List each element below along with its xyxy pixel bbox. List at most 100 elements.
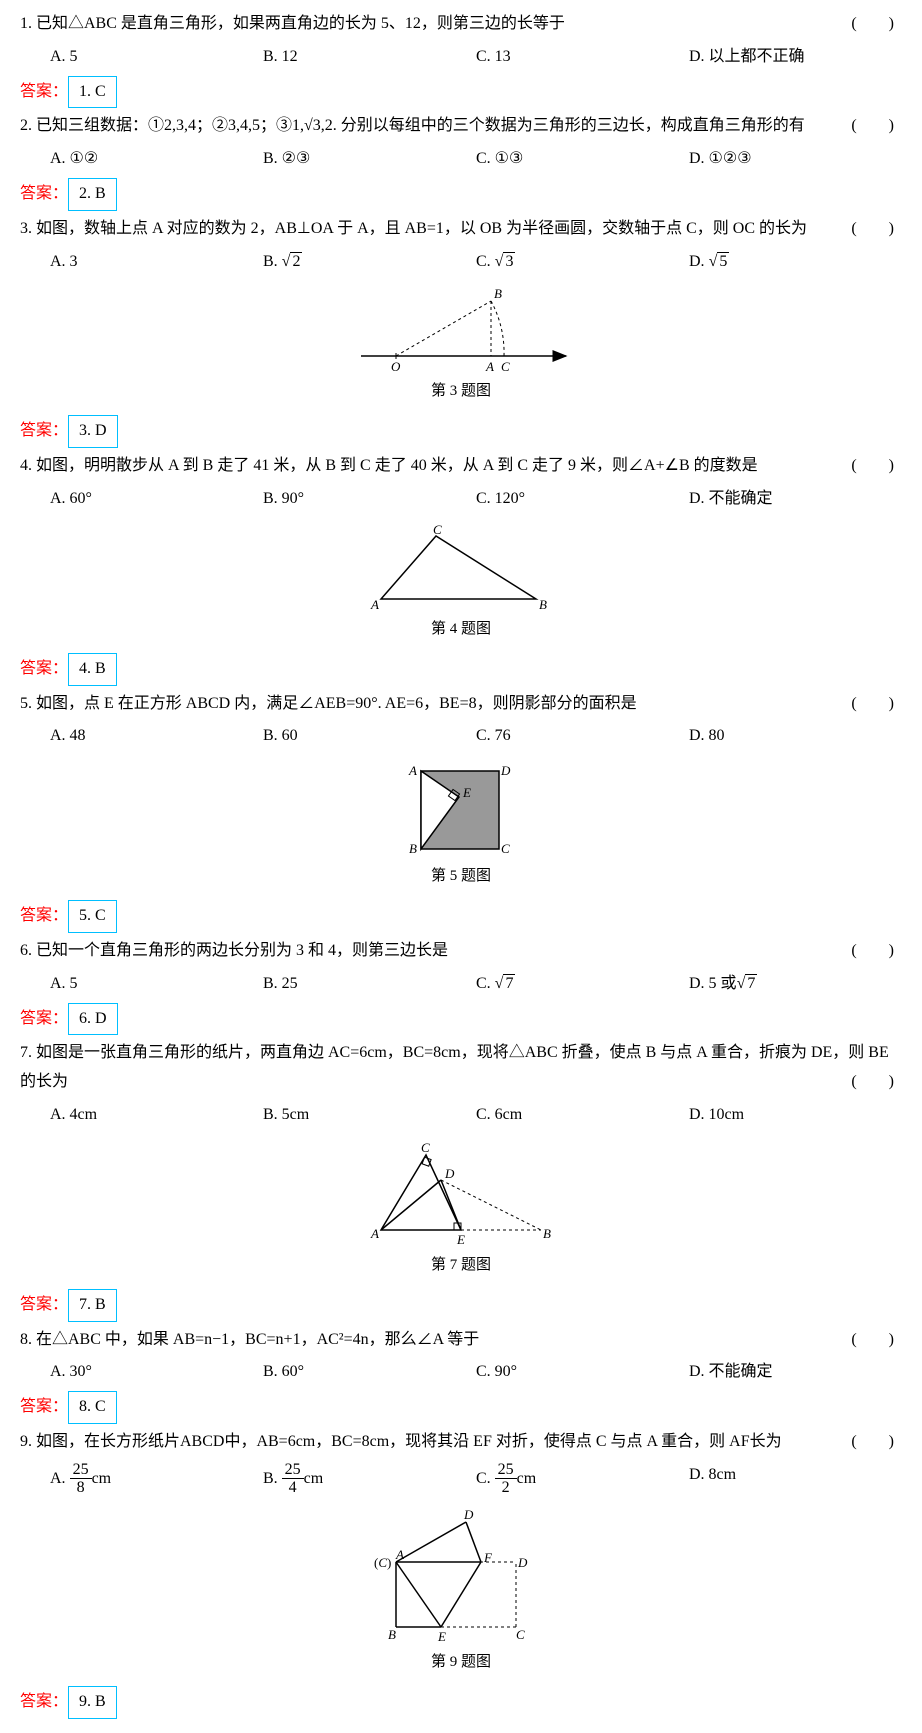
option-d: D. ①②③ [689, 145, 902, 174]
option-a: A. 48 [50, 722, 263, 751]
option-a: A. 3 [50, 248, 263, 277]
option-d: D. 不能确定 [689, 1358, 902, 1387]
answer-label: 答案： [20, 185, 68, 202]
question-text: 8. 在△ABC 中，如果 AB=n−1，BC=n+1，AC²=4n，那么∠A … [20, 1326, 902, 1355]
option-b: B. 12 [263, 43, 476, 72]
figure-caption: 第 7 题图 [20, 1252, 902, 1279]
svg-text:D: D [463, 1507, 474, 1522]
question-1: 1. 已知△ABC 是直角三角形，如果两直角边的长为 5、12，则第三边的长等于… [20, 10, 902, 72]
figure-3: O A C B 第 3 题图 [20, 286, 902, 405]
question-text: 9. 如图，在长方形纸片ABCD中，AB=6cm，BC=8cm，现将其沿 EF … [20, 1428, 902, 1457]
answer-blank: ( ) [851, 1068, 902, 1097]
options-row: A. 48 B. 60 C. 76 D. 80 [50, 722, 902, 751]
option-b: B. 90° [263, 485, 476, 514]
options-row: A. 30° B. 60° C. 90° D. 不能确定 [50, 1358, 902, 1387]
answer-label: 答案： [20, 83, 68, 100]
q2-body: 已知三组数据：①2,3,4；②3,4,5；③1,√3,2. 分别以每组中的三个数… [36, 117, 805, 134]
svg-text:B: B [494, 286, 502, 301]
answer-label: 答案： [20, 660, 68, 677]
svg-text:D: D [500, 763, 511, 778]
question-text: 7. 如图是一张直角三角形的纸片，两直角边 AC=6cm，BC=8cm，现将△A… [20, 1039, 902, 1097]
answer-label: 答案： [20, 1296, 68, 1313]
svg-text:B: B [409, 841, 417, 856]
question-5: 5. 如图，点 E 在正方形 ABCD 内，满足∠AEB=90°. AE=6，B… [20, 690, 902, 891]
option-a: A. 5 [50, 970, 263, 999]
svg-text:A: A [395, 1547, 404, 1562]
figure-caption: 第 4 题图 [20, 616, 902, 643]
answer-3: 答案：3. D [20, 415, 902, 448]
options-row: A. 5 B. 12 C. 13 D. 以上都不正确 [50, 43, 902, 72]
option-b: B. 60 [263, 722, 476, 751]
svg-text:A: A [485, 359, 494, 374]
figure-7: A C B D E 第 7 题图 [20, 1140, 902, 1279]
q9-body: 如图，在长方形纸片ABCD中，AB=6cm，BC=8cm，现将其沿 EF 对折，… [36, 1433, 782, 1450]
answer-8: 答案：8. C [20, 1391, 902, 1424]
figure-caption: 第 5 题图 [20, 863, 902, 890]
answer-label: 答案： [20, 422, 68, 439]
option-c: C. 3 [476, 248, 689, 277]
answer-box: 1. C [68, 76, 117, 109]
option-b: B. ②③ [263, 145, 476, 174]
option-a: A. 258cm [50, 1461, 263, 1497]
option-d: D. 10cm [689, 1101, 902, 1130]
option-c: C. 120° [476, 485, 689, 514]
figure-9-svg: (C) A D F D B E C [366, 1507, 556, 1647]
question-2: 2. 已知三组数据：①2,3,4；②3,4,5；③1,√3,2. 分别以每组中的… [20, 112, 902, 174]
answer-label: 答案： [20, 1010, 68, 1027]
figure-3-svg: O A C B [346, 286, 576, 376]
svg-text:C: C [421, 1140, 430, 1155]
svg-text:B: B [539, 597, 547, 612]
svg-text:D: D [517, 1555, 528, 1570]
svg-text:C: C [516, 1627, 525, 1642]
option-a: A. ①② [50, 145, 263, 174]
answer-7: 答案：7. B [20, 1289, 902, 1322]
option-d: D. 80 [689, 722, 902, 751]
options-row: A. ①② B. ②③ C. ①③ D. ①②③ [50, 145, 902, 174]
option-c: C. ①③ [476, 145, 689, 174]
answer-box: 5. C [68, 900, 117, 933]
answer-blank: ( ) [851, 1428, 902, 1457]
question-text: 6. 已知一个直角三角形的两边长分别为 3 和 4，则第三边长是( ) [20, 937, 902, 966]
figure-caption: 第 9 题图 [20, 1649, 902, 1676]
figure-9: (C) A D F D B E C 第 9 题图 [20, 1507, 902, 1676]
answer-box: 4. B [68, 653, 117, 686]
question-text: 4. 如图，明明散步从 A 到 B 走了 41 米，从 B 到 C 走了 40 … [20, 452, 902, 481]
option-a: A. 4cm [50, 1101, 263, 1130]
svg-text:A: A [370, 1226, 379, 1241]
svg-text:A: A [370, 597, 379, 612]
answer-1: 答案：1. C [20, 76, 902, 109]
answer-blank: ( ) [851, 215, 902, 244]
option-b: B. 25 [263, 970, 476, 999]
figure-caption: 第 3 题图 [20, 378, 902, 405]
option-b: B. 2 [263, 248, 476, 277]
question-6: 6. 已知一个直角三角形的两边长分别为 3 和 4，则第三边长是( ) A. 5… [20, 937, 902, 999]
option-c: C. 76 [476, 722, 689, 751]
question-7: 7. 如图是一张直角三角形的纸片，两直角边 AC=6cm，BC=8cm，现将△A… [20, 1039, 902, 1278]
options-row: A. 3 B. 2 C. 3 D. 5 [50, 248, 902, 277]
svg-text:E: E [462, 785, 471, 800]
answer-box: 6. D [68, 1003, 118, 1036]
option-c: C. 6cm [476, 1101, 689, 1130]
svg-text:B: B [388, 1627, 396, 1642]
figure-4-svg: A B C [361, 524, 561, 614]
option-d: D. 不能确定 [689, 485, 902, 514]
question-3: 3. 如图，数轴上点 A 对应的数为 2，AB⊥OA 于 A，且 AB=1，以 … [20, 215, 902, 406]
svg-text:B: B [543, 1226, 551, 1241]
answer-6: 答案：6. D [20, 1003, 902, 1036]
svg-text:A: A [408, 763, 417, 778]
answer-blank: ( ) [851, 10, 902, 39]
q6-body: 已知一个直角三角形的两边长分别为 3 和 4，则第三边长是 [36, 942, 448, 959]
answer-blank: ( ) [851, 937, 902, 966]
svg-text:(C): (C) [374, 1555, 391, 1570]
answer-box: 9. B [68, 1686, 117, 1719]
answer-blank: ( ) [851, 690, 902, 719]
option-a: A. 30° [50, 1358, 263, 1387]
question-4: 4. 如图，明明散步从 A 到 B 走了 41 米，从 B 到 C 走了 40 … [20, 452, 902, 643]
figure-4: A B C 第 4 题图 [20, 524, 902, 643]
option-d: D. 5 [689, 248, 902, 277]
option-b: B. 254cm [263, 1461, 476, 1497]
question-9: 9. 如图，在长方形纸片ABCD中，AB=6cm，BC=8cm，现将其沿 EF … [20, 1428, 902, 1676]
answer-box: 8. C [68, 1391, 117, 1424]
option-b: B. 5cm [263, 1101, 476, 1130]
figure-5: A D B C E 第 5 题图 [20, 761, 902, 890]
